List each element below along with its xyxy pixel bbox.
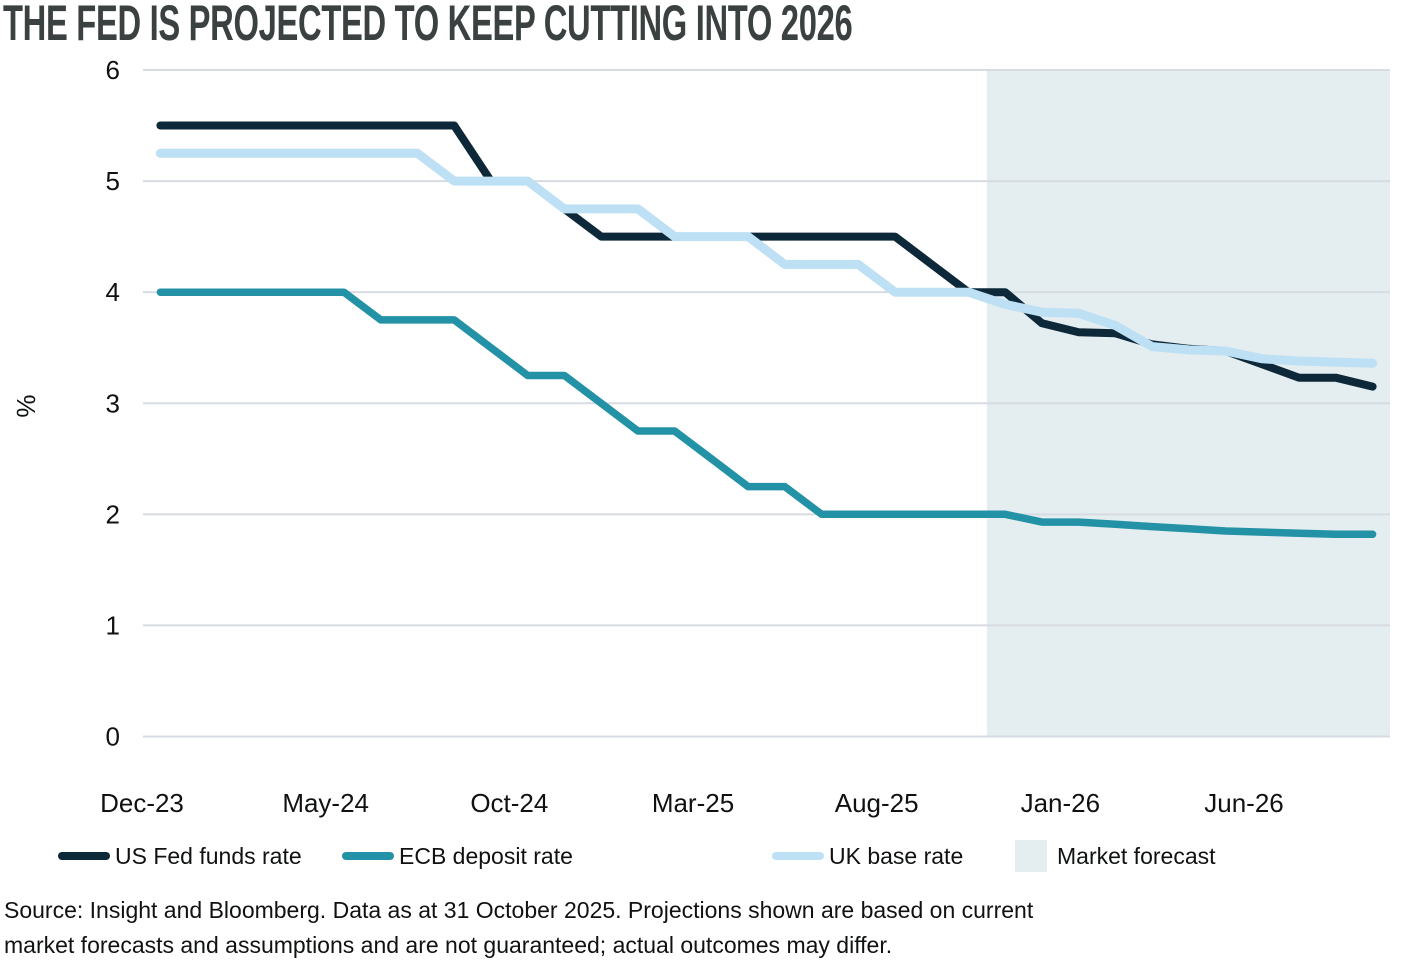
legend-label: US Fed funds rate xyxy=(115,842,302,869)
legend-label: ECB deposit rate xyxy=(399,842,573,869)
ecb-deposit-line-swatch-icon xyxy=(342,852,394,860)
chart-legend: US Fed funds rate ECB deposit rate UK ba… xyxy=(0,836,1417,876)
x-axis-tick-label-dec-23: Dec-23 xyxy=(100,788,184,818)
y-axis-tick-label-3: 3 xyxy=(106,388,120,418)
chart-canvas: 0 1 2 3 4 5 6 Dec-23 May-24 Oct-24 Mar-25 Aug-25 Jan… xyxy=(11,55,1390,818)
series-line-uk-base-rate xyxy=(155,148,1378,368)
x-axis-tick-label-jan-26: Jan-26 xyxy=(1021,788,1101,818)
chart-area: 0 1 2 3 4 5 6 Dec-23 May-24 Oct-24 Mar-25 Aug-25 Jan… xyxy=(11,55,1390,818)
market-forecast-swatch-icon xyxy=(1015,840,1047,872)
x-axis-tick-label-may-24: May-24 xyxy=(282,788,369,818)
page-title: THE FED IS PROJECTED TO KEEP CUTTING INT… xyxy=(3,0,853,51)
y-axis-tick-label-2: 2 xyxy=(106,499,120,529)
source-note-line1: Source: Insight and Bloomberg. Data as a… xyxy=(4,897,1034,923)
legend-item-us-fed-funds-rate: US Fed funds rate xyxy=(58,836,302,876)
legend-label: UK base rate xyxy=(829,842,964,869)
legend-item-uk-base-rate: UK base rate xyxy=(772,836,963,876)
legend-label: Market forecast xyxy=(1057,842,1216,869)
x-axis-tick-label-oct-24: Oct-24 xyxy=(470,788,548,818)
series-line-ecb-deposit-rate xyxy=(156,288,1377,539)
us-fed-funds-line-swatch-icon xyxy=(58,852,110,860)
x-axis-tick-label-mar-25: Mar-25 xyxy=(652,788,734,818)
uk-base-line-swatch-icon xyxy=(772,852,824,860)
legend-item-ecb-deposit-rate: ECB deposit rate xyxy=(342,836,573,876)
legend-item-market-forecast: Market forecast xyxy=(1015,836,1216,876)
y-axis-tick-label-6: 6 xyxy=(106,55,120,85)
source-note-line2: market forecasts and assumptions and are… xyxy=(4,932,893,958)
y-axis-tick-label-4: 4 xyxy=(106,277,120,307)
x-axis-tick-label-jun-26: Jun-26 xyxy=(1204,788,1284,818)
x-axis-tick-label-aug-25: Aug-25 xyxy=(835,788,919,818)
y-axis-tick-label-0: 0 xyxy=(106,722,120,752)
y-axis-tick-label-5: 5 xyxy=(106,166,120,196)
y-axis-tick-label-1: 1 xyxy=(106,610,120,640)
source-note: Source: Insight and Bloomberg. Data as a… xyxy=(4,893,1404,963)
y-axis-title: % xyxy=(11,394,41,417)
